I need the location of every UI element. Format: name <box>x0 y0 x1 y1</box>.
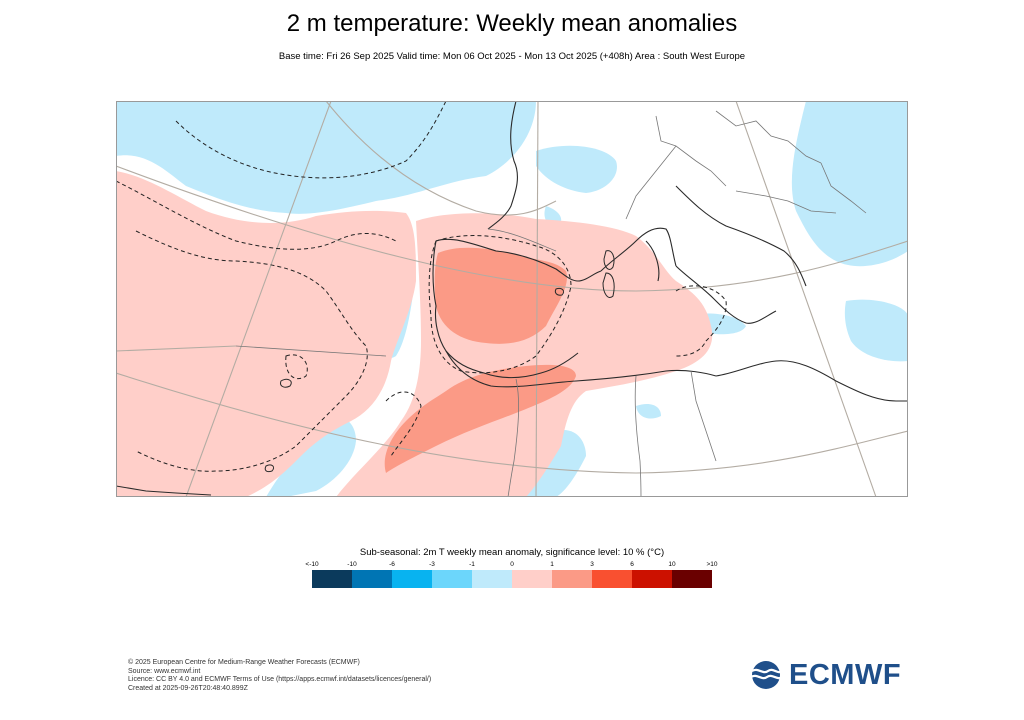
legend-color-swatch <box>472 570 512 588</box>
footer-source: Source: www.ecmwf.int <box>128 667 201 675</box>
anomaly-map <box>116 101 908 497</box>
legend-color-swatch <box>432 570 472 588</box>
footer-licence: Licence: CC BY 4.0 and ECMWF Terms of Us… <box>128 676 432 684</box>
legend-color-swatch <box>352 570 392 588</box>
legend-color-swatch <box>512 570 552 588</box>
legend-color-swatch <box>392 570 432 588</box>
ecmwf-logo-text: ECMWF <box>789 658 902 691</box>
legend-tick: >10 <box>706 561 718 568</box>
legend-color-swatch <box>632 570 672 588</box>
footer-created: Created at 2025-09-26T20:48:40.899Z <box>128 684 248 692</box>
legend-color-swatch <box>552 570 592 588</box>
legend-color-swatch <box>672 570 712 588</box>
legend-tick: <-10 <box>305 561 319 568</box>
ecmwf-logo-icon <box>750 661 784 689</box>
legend-color-bar <box>312 570 712 588</box>
legend-tick: 6 <box>630 561 634 568</box>
island-outlines <box>264 250 615 473</box>
legend-color-swatch <box>312 570 352 588</box>
legend-tick: -3 <box>429 561 435 568</box>
footer-credits: © 2025 European Centre for Medium-Range … <box>128 659 431 693</box>
legend-tick: 3 <box>590 561 594 568</box>
page-title: 2 m temperature: Weekly mean anomalies <box>286 10 738 37</box>
footer-copyright: © 2025 European Centre for Medium-Range … <box>128 659 360 666</box>
legend-tick: -6 <box>389 561 395 568</box>
map-frame <box>116 101 908 497</box>
graticule-lines <box>116 101 908 497</box>
legend-tick: 0 <box>510 561 514 568</box>
legend-color-swatch <box>592 570 632 588</box>
page-subtitle: Base time: Fri 26 Sep 2025 Valid time: M… <box>278 51 746 62</box>
legend-title: Sub-seasonal: 2m T weekly mean anomaly, … <box>359 547 665 558</box>
significance-contours <box>116 101 727 472</box>
legend-tick: 10 <box>668 561 676 568</box>
legend-tick-labels: <-10 -10 -6 -3 -1 0 1 3 6 10 >10 <box>305 561 717 571</box>
legend-tick: 1 <box>550 561 554 568</box>
ecmwf-logo: ECMWF <box>748 658 902 691</box>
legend-tick: -10 <box>347 561 357 568</box>
country-borders <box>235 110 867 497</box>
coastlines <box>116 101 908 496</box>
legend-tick: -1 <box>469 561 475 568</box>
